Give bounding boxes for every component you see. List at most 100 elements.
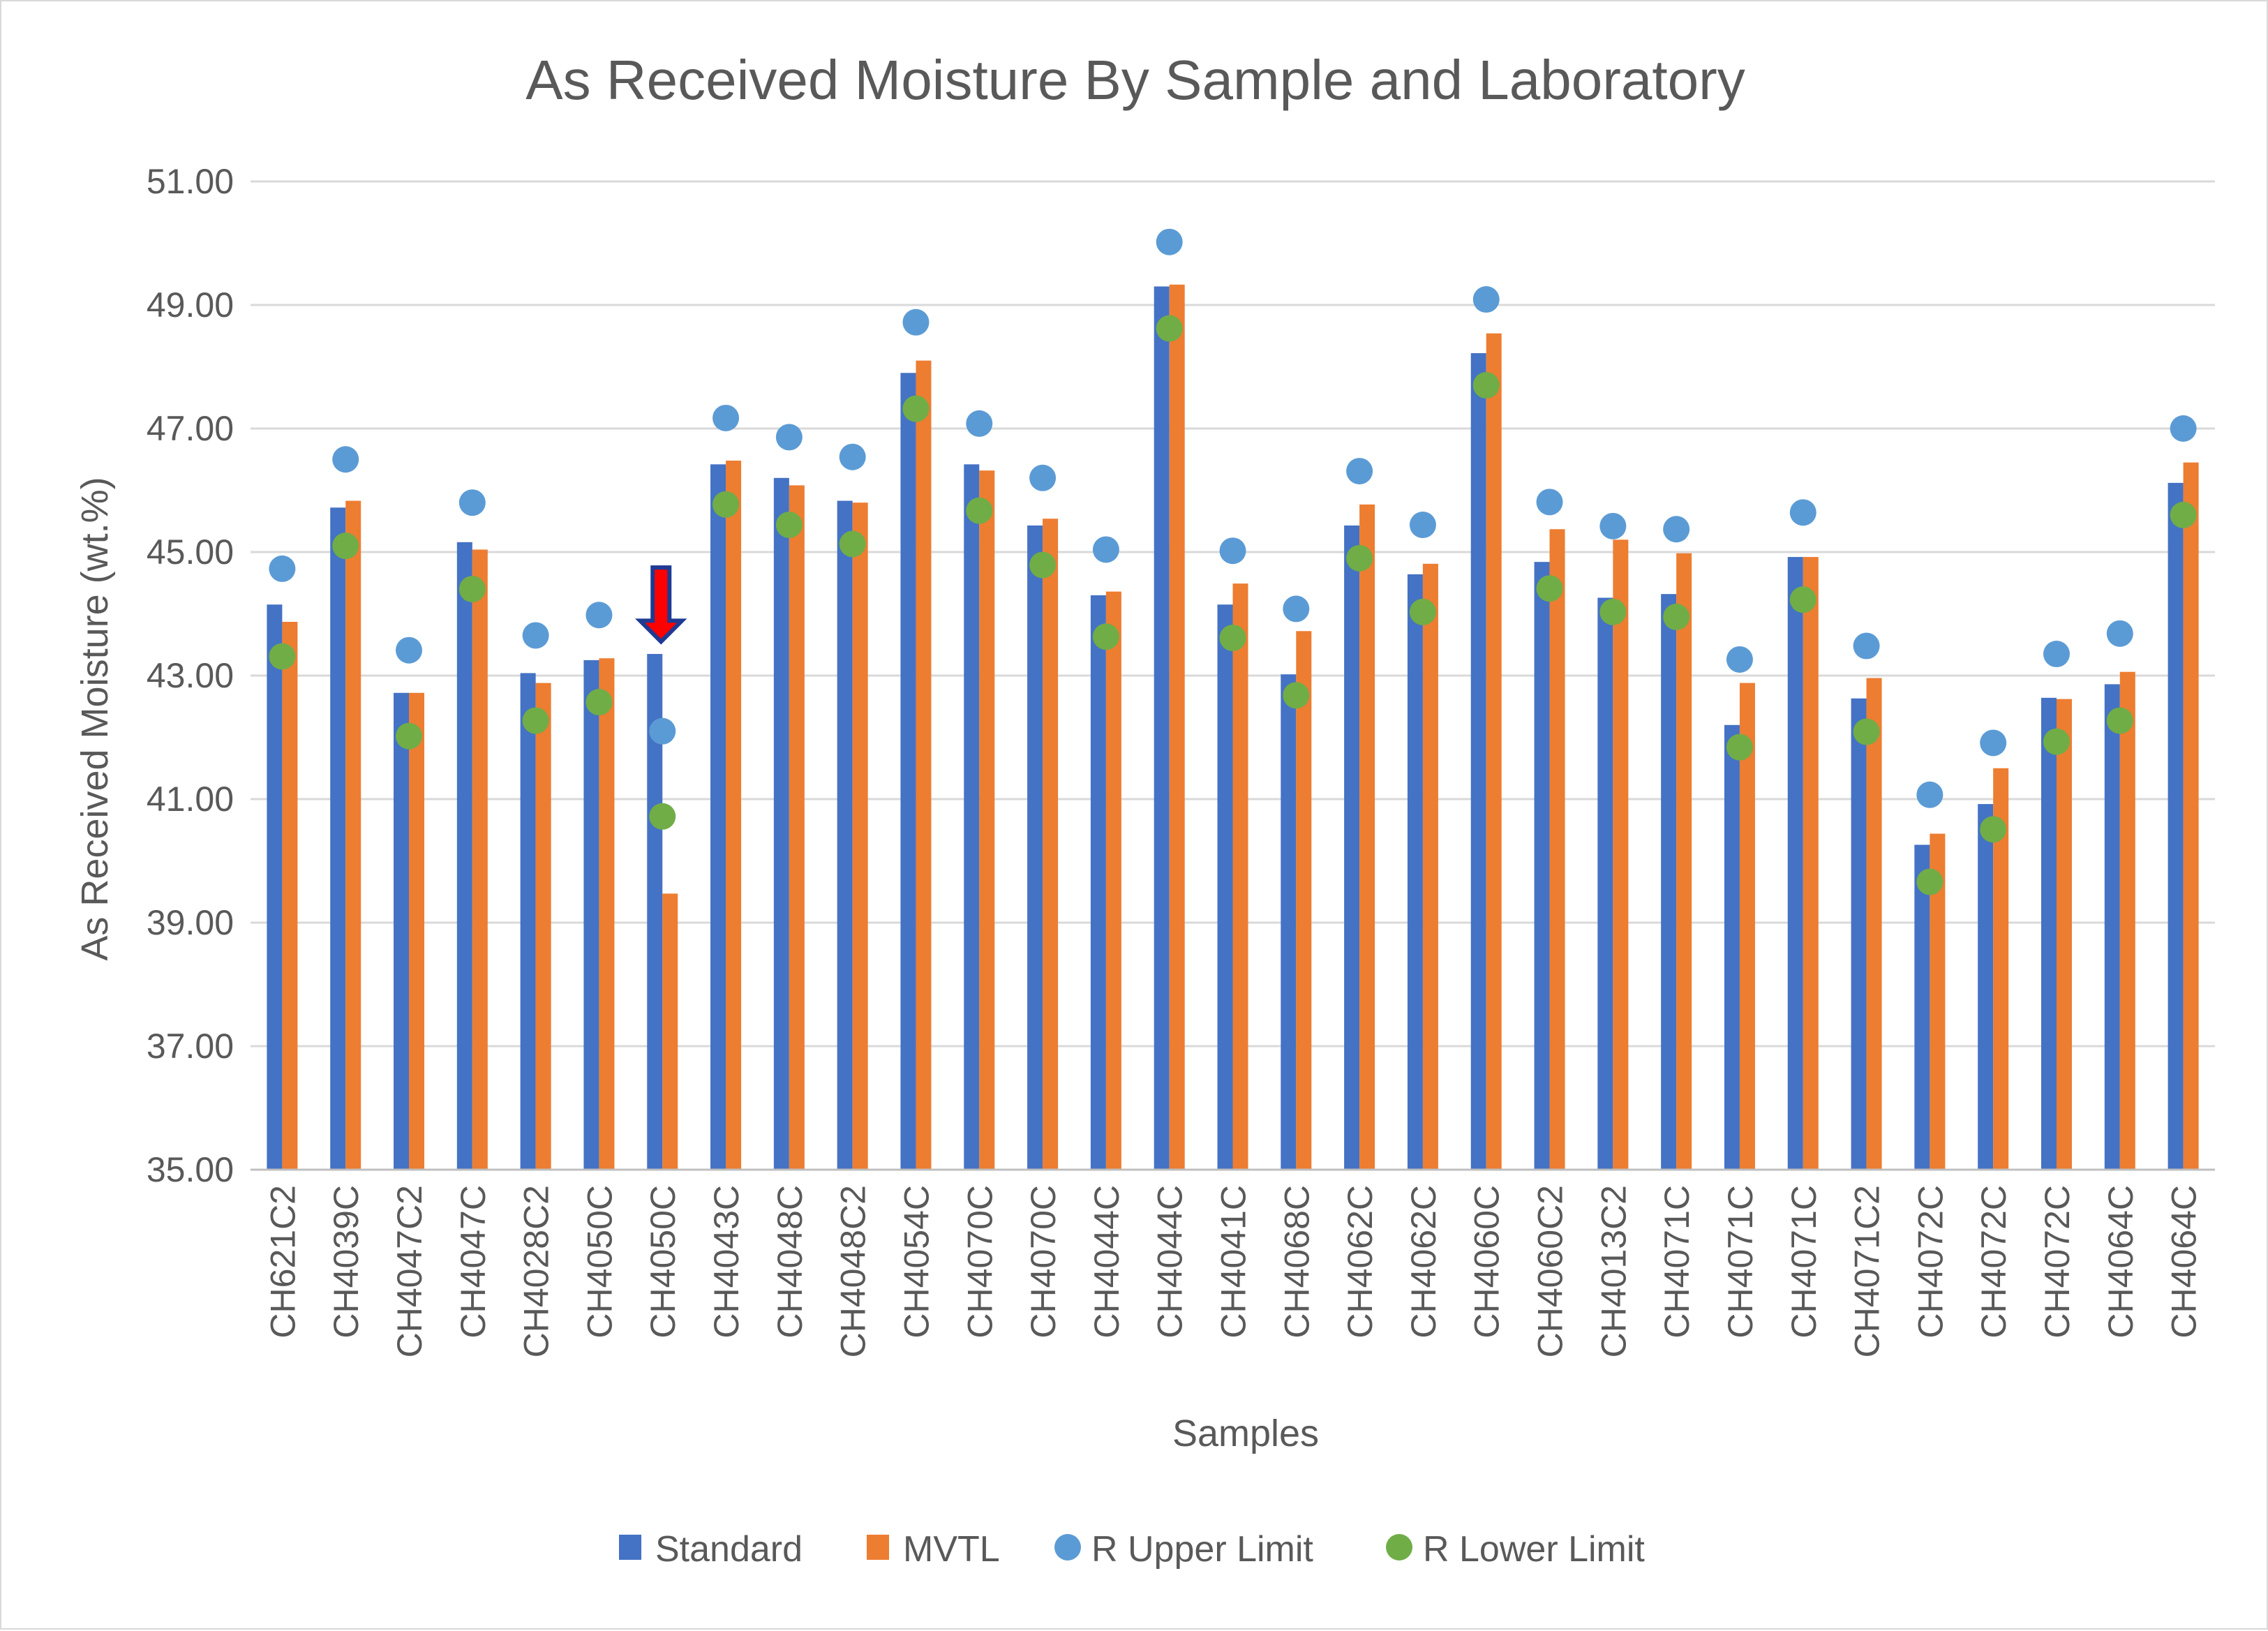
marker-r-upper-limit <box>1980 729 2007 757</box>
bar-mvtl <box>916 360 932 1170</box>
x-tick-label: CH4041C <box>1214 1185 1253 1339</box>
marker-r-lower-limit <box>649 803 676 830</box>
bar-standard <box>1027 525 1043 1170</box>
marker-r-lower-limit <box>1219 625 1246 652</box>
legend: Standard MVTL R Upper Limit R Lower Limit <box>619 1529 1645 1570</box>
bar-mvtl <box>1169 284 1185 1170</box>
marker-series <box>269 228 2197 895</box>
bar-mvtl <box>1930 833 1946 1170</box>
bar-mvtl <box>1993 768 2009 1170</box>
y-tick-label: 49.00 <box>147 285 234 325</box>
bar-standard <box>1661 594 1677 1170</box>
x-tick-label: CH4072C <box>1974 1185 2013 1339</box>
x-tick-label: CH4064C <box>2101 1185 2140 1339</box>
marker-r-upper-limit <box>649 717 676 745</box>
marker-r-lower-limit <box>2043 728 2070 755</box>
y-tick-label: 37.00 <box>147 1027 234 1066</box>
marker-r-lower-limit <box>1029 551 1057 579</box>
bar-mvtl <box>2056 699 2072 1170</box>
x-tick-label: CH4048C <box>770 1185 810 1339</box>
x-tick-label: CH4054C <box>897 1185 936 1339</box>
marker-r-upper-limit <box>902 308 930 336</box>
bar-standard <box>964 464 980 1170</box>
marker-r-upper-limit <box>839 443 866 470</box>
bar-mvtl <box>1549 529 1565 1170</box>
marker-r-upper-limit <box>1789 499 1816 526</box>
bar-mvtl <box>1613 539 1629 1170</box>
marker-r-upper-limit <box>1599 512 1627 539</box>
marker-r-upper-limit <box>1029 464 1057 491</box>
bar-mvtl <box>726 461 742 1170</box>
marker-r-lower-limit <box>2106 707 2133 734</box>
bar-standard <box>1344 525 1360 1170</box>
x-tick-label: CH4039C <box>327 1185 366 1339</box>
bar-standard <box>583 660 599 1170</box>
marker-r-upper-limit <box>522 622 549 649</box>
x-tick-label: CH4047C2 <box>390 1185 429 1357</box>
marker-r-upper-limit <box>1092 536 1119 563</box>
bar-mvtl <box>1486 333 1502 1170</box>
bar-standard <box>520 673 536 1170</box>
bar-mvtl <box>282 622 298 1170</box>
legend-label-mvtl: MVTL <box>903 1529 1000 1570</box>
marker-r-upper-limit <box>2170 415 2197 442</box>
legend-swatch-mvtl <box>867 1535 889 1560</box>
x-tick-label: CH4060C2 <box>1531 1185 1570 1357</box>
marker-r-upper-limit <box>1916 781 1944 808</box>
marker-r-lower-limit <box>966 497 993 524</box>
legend-label-standard: Standard <box>655 1529 803 1570</box>
bar-standard <box>1407 574 1423 1170</box>
y-tick-label: 41.00 <box>147 780 234 819</box>
bar-mvtl <box>2119 671 2135 1170</box>
marker-r-upper-limit <box>332 446 359 473</box>
bar-standard <box>394 692 410 1170</box>
marker-r-lower-limit <box>1156 315 1183 342</box>
x-axis-title: Samples <box>1172 1413 1319 1454</box>
marker-r-upper-limit <box>585 602 613 629</box>
legend-label-r-upper-limit: R Upper Limit <box>1091 1529 1313 1570</box>
bar-standard <box>1470 353 1486 1170</box>
x-tick-label: CH4071C2 <box>1848 1185 1887 1357</box>
bar-mvtl <box>979 470 995 1170</box>
bar-mvtl <box>1232 583 1248 1170</box>
y-tick-label: 39.00 <box>147 903 234 942</box>
x-tick-label: CH4062C <box>1341 1185 1380 1339</box>
bar-mvtl <box>599 658 615 1170</box>
bar-mvtl <box>1803 557 1819 1170</box>
x-tick-label: CH4050C <box>580 1185 619 1339</box>
x-tick-label: CH4013C2 <box>1594 1185 1633 1357</box>
bar-standard <box>1978 804 1994 1170</box>
marker-r-upper-limit <box>775 424 803 451</box>
marker-r-lower-limit <box>1472 372 1500 399</box>
marker-r-upper-limit <box>1346 458 1373 485</box>
marker-r-lower-limit <box>332 533 359 560</box>
x-tick-label: CH4047C <box>454 1185 493 1339</box>
bar-mvtl <box>1422 563 1438 1170</box>
annotations <box>634 565 687 645</box>
bar-mvtl <box>1296 631 1312 1170</box>
marker-r-upper-limit <box>1409 512 1436 539</box>
bar-standard <box>647 654 663 1170</box>
bar-mvtl <box>345 500 361 1170</box>
marker-r-lower-limit <box>269 643 296 670</box>
marker-r-upper-limit <box>1663 516 1690 543</box>
bar-mvtl <box>1359 504 1375 1170</box>
bar-standard <box>1217 604 1233 1170</box>
marker-r-lower-limit <box>1916 868 1944 895</box>
x-tick-label: CH4048C2 <box>834 1185 873 1357</box>
marker-r-lower-limit <box>1409 598 1436 625</box>
bar-mvtl <box>409 692 425 1170</box>
bar-mvtl <box>472 549 488 1170</box>
marker-r-lower-limit <box>902 395 930 422</box>
marker-r-upper-limit <box>1219 537 1246 565</box>
bar-standard <box>2104 684 2120 1170</box>
marker-r-lower-limit <box>1283 682 1310 709</box>
y-axis-tick-labels: 35.00 37.00 39.00 41.00 43.00 45.00 47.00 49.00… <box>147 162 234 1189</box>
marker-r-lower-limit <box>1726 733 1753 761</box>
bar-mvtl <box>535 683 551 1170</box>
bar-mvtl <box>1676 553 1692 1170</box>
bar-standard <box>1534 562 1550 1170</box>
marker-r-upper-limit <box>1283 595 1310 623</box>
bar-mvtl <box>1043 519 1059 1170</box>
bar-standard <box>330 507 346 1170</box>
